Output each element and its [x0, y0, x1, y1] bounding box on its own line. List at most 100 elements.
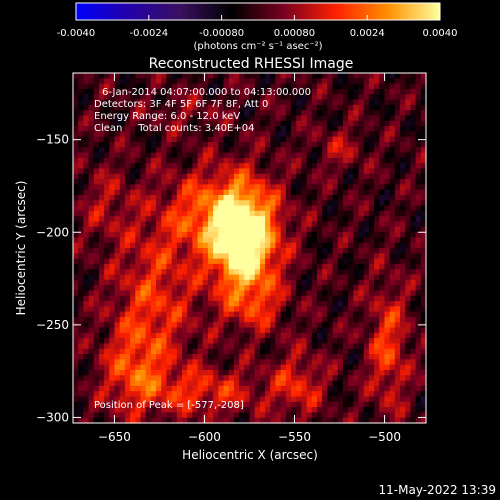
heatmap-cell: [145, 327, 152, 334]
heatmap-cell: [410, 248, 417, 254]
heatmap-cell: [342, 179, 349, 185]
heatmap-cell: [400, 369, 406, 376]
heatmap-cell: [270, 327, 277, 334]
heatmap-cell: [187, 338, 193, 345]
heatmap-cell: [348, 205, 354, 212]
heatmap-cell: [88, 263, 95, 270]
heatmap-cell: [410, 120, 417, 127]
heatmap-cell: [88, 359, 95, 366]
heatmap-cell: [73, 120, 79, 127]
heatmap-cell: [202, 226, 209, 233]
heatmap-cell: [394, 269, 401, 276]
heatmap-cell: [228, 253, 235, 260]
heatmap-cell: [384, 332, 391, 339]
heatmap-cell: [176, 332, 183, 339]
heatmap-cell: [130, 141, 136, 148]
heatmap-cell: [145, 237, 152, 244]
heatmap-cell: [73, 147, 79, 154]
heatmap-cell: [342, 338, 349, 345]
heatmap-cell: [161, 396, 168, 403]
heatmap-cell: [389, 152, 396, 159]
heatmap-cell: [161, 369, 168, 376]
heatmap-cell: [145, 88, 152, 95]
heatmap-cell: [156, 285, 162, 292]
heatmap-cell: [161, 253, 168, 260]
heatmap-cell: [353, 131, 360, 138]
heatmap-cell: [394, 274, 401, 281]
heatmap-cell: [353, 396, 360, 403]
heatmap-cell: [156, 157, 162, 164]
heatmap-cell: [233, 242, 240, 249]
heatmap-cell: [296, 380, 303, 387]
heatmap-cell: [171, 179, 178, 185]
heatmap-cell: [265, 99, 271, 106]
heatmap-cell: [223, 343, 230, 350]
heatmap-cell: [88, 78, 95, 85]
heatmap-cell: [88, 285, 95, 292]
heatmap-cell: [291, 221, 297, 228]
heatmap-cell: [259, 120, 266, 127]
heatmap-cell: [301, 322, 308, 329]
heatmap-cell: [374, 184, 380, 191]
heatmap-cell: [348, 253, 354, 260]
heatmap-cell: [420, 269, 427, 276]
heatmap-cell: [244, 83, 251, 90]
heatmap-cell: [280, 274, 287, 281]
heatmap-cell: [150, 221, 157, 228]
heatmap-cell: [400, 285, 406, 292]
heatmap-cell: [254, 163, 261, 170]
heatmap-cell: [171, 157, 178, 164]
heatmap-cell: [249, 126, 256, 132]
heatmap-cell: [342, 354, 349, 360]
heatmap-cell: [197, 316, 204, 323]
heatmap-cell: [275, 126, 282, 132]
heatmap-cell: [316, 348, 323, 355]
heatmap-cell: [394, 322, 401, 329]
heatmap-cell: [327, 163, 334, 170]
heatmap-cell: [150, 295, 157, 302]
heatmap-cell: [156, 359, 162, 366]
heatmap-cell: [135, 407, 142, 413]
heatmap-cell: [374, 322, 380, 329]
heatmap-cell: [233, 216, 240, 223]
heatmap-cell: [223, 401, 230, 408]
heatmap-cell: [301, 269, 308, 276]
heatmap-cell: [322, 348, 328, 355]
heatmap-cell: [156, 73, 162, 79]
heatmap-cell: [306, 83, 313, 90]
heatmap-cell: [93, 248, 100, 254]
heatmap-cell: [400, 316, 406, 323]
heatmap-cell: [394, 173, 401, 180]
heatmap-cell: [93, 88, 100, 95]
heatmap-cell: [83, 253, 90, 260]
heatmap-cell: [83, 258, 90, 265]
heatmap-cell: [150, 258, 157, 265]
heatmap-cell: [342, 136, 349, 143]
heatmap-cell: [285, 157, 292, 164]
heatmap-cell: [244, 237, 251, 244]
heatmap-cell: [83, 104, 90, 111]
heatmap-cell: [353, 311, 360, 318]
heatmap-cell: [254, 385, 261, 392]
heatmap-cell: [405, 200, 412, 207]
heatmap-cell: [192, 407, 199, 413]
heatmap-cell: [374, 396, 380, 403]
heatmap-cell: [88, 295, 95, 302]
heatmap-cell: [228, 200, 235, 207]
heatmap-cell: [192, 163, 199, 170]
heatmap-cell: [389, 417, 396, 424]
heatmap-cell: [306, 157, 313, 164]
heatmap-cell: [202, 316, 209, 323]
heatmap-cell: [150, 338, 157, 345]
heatmap-cell: [270, 179, 277, 185]
heatmap-cell: [228, 295, 235, 302]
heatmap-cell: [389, 364, 396, 371]
heatmap-cell: [327, 205, 334, 212]
heatmap-cell: [332, 104, 339, 111]
heatmap-cell: [389, 332, 396, 339]
heatmap-cell: [254, 200, 261, 207]
heatmap-cell: [306, 184, 313, 191]
heatmap-cell: [280, 380, 287, 387]
heatmap-cell: [296, 369, 303, 376]
heatmap-cell: [415, 263, 422, 270]
